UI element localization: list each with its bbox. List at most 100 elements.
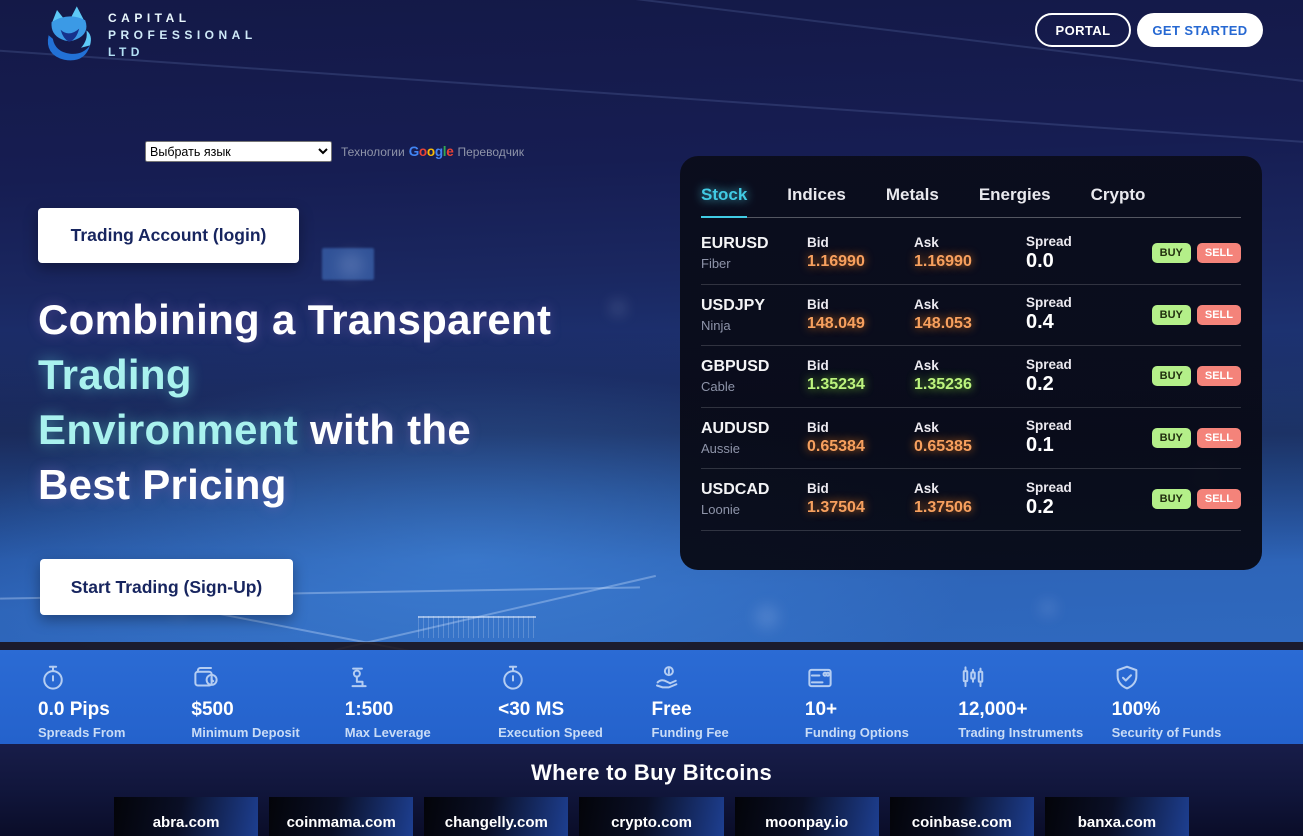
buy-button[interactable]: BUY [1151, 489, 1191, 510]
stat-item: 100% Security of Funds [1112, 663, 1265, 744]
sell-button[interactable]: SELL [1196, 427, 1241, 448]
spread-value: 0.0 [1026, 249, 1054, 272]
bitcoin-link-banxa-com[interactable]: banxa.com [1044, 797, 1189, 836]
buy-button[interactable]: BUY [1151, 366, 1191, 387]
powered-suffix: Переводчик [457, 144, 524, 159]
bitcoin-link-coinmama-com[interactable]: coinmama.com [269, 797, 414, 836]
bokeh-light [755, 605, 779, 629]
tab-energies[interactable]: Energies [978, 185, 1051, 204]
buy-bitcoins-title: Where to Buy Bitcoins [531, 760, 772, 785]
ask-label: Ask [914, 235, 939, 251]
logo-line: CAPITAL [108, 11, 191, 25]
portal-button[interactable]: PORTAL [1035, 13, 1131, 47]
trading-account-login-button[interactable]: Trading Account (login) [38, 208, 299, 263]
symbol-cell: EURUSD Fiber [701, 235, 807, 271]
buy-button[interactable]: BUY [1151, 427, 1191, 448]
google-translate-widget: Выбрать язык Технологии Google Переводчи… [145, 141, 524, 162]
powered-prefix: Технологии [341, 144, 405, 159]
symbol-name: GBPUSD [701, 358, 770, 376]
wallet-lock-icon [191, 663, 344, 695]
bitcoin-link-moonpay-io[interactable]: moonpay.io [734, 797, 879, 836]
quote-row: GBPUSD Cable Bid 1.35234 Ask 1.35236 Spr… [701, 346, 1241, 408]
quotes-table-body: EURUSD Fiber Bid 1.16990 Ask 1.16990 Spr… [701, 218, 1241, 531]
spread-label: Spread [1026, 418, 1072, 434]
ask-cell: Ask 148.053 [914, 297, 1026, 333]
stat-label: Max Leverage [344, 725, 431, 740]
spread-label: Spread [1026, 356, 1072, 372]
stat-value: Free [651, 699, 692, 720]
bokeh-light [338, 252, 364, 278]
row-actions: BUY SELL [1151, 366, 1241, 387]
start-trading-signup-button[interactable]: Start Trading (Sign-Up) [40, 559, 293, 615]
bitcoin-link-abra-com[interactable]: abra.com [114, 797, 259, 836]
heading-line3-cyan: Environment [38, 406, 298, 453]
buy-bitcoins-section: Where to Buy Bitcoins abra.com coinmama.c… [0, 744, 1303, 836]
stat-label: Trading Instruments [958, 725, 1084, 740]
sell-button[interactable]: SELL [1196, 489, 1241, 510]
tab-indices[interactable]: Indices [787, 185, 846, 204]
language-select[interactable]: Выбрать язык [145, 141, 332, 162]
spread-label: Spread [1026, 479, 1072, 495]
logo[interactable]: CAPITAL PROFESSIONAL LTD [36, 4, 257, 69]
stats-bar: 0.0 Pips Spreads From $500 Minimum Depos… [0, 650, 1303, 744]
bid-cell: Bid 148.049 [807, 297, 914, 333]
bitcoin-link-changelly-com[interactable]: changelly.com [424, 797, 569, 836]
symbol-cell: USDCAD Loonie [701, 481, 807, 517]
ask-value: 148.053 [914, 314, 972, 332]
stat-item: Free Funding Fee [652, 663, 805, 744]
leverage-icon [345, 663, 498, 695]
bid-value: 148.049 [807, 314, 865, 332]
bitcoin-link-crypto-com[interactable]: crypto.com [579, 797, 724, 836]
symbol-nickname: Fiber [701, 256, 731, 272]
stat-value: 100% [1111, 699, 1161, 720]
market-quotes-widget: Stock Indices Metals Energies Crypto EURUSD … [680, 156, 1262, 570]
ask-label: Ask [914, 296, 939, 312]
quote-row: EURUSD Fiber Bid 1.16990 Ask 1.16990 Spr… [701, 223, 1241, 285]
spread-cell: Spread 0.0 [1026, 234, 1121, 273]
tab-crypto[interactable]: Crypto [1090, 185, 1146, 204]
stat-value: 0.0 Pips [38, 699, 110, 720]
sell-button[interactable]: SELL [1196, 243, 1241, 264]
stat-item: $500 Minimum Deposit [191, 663, 344, 744]
google-logo-text: Google [408, 144, 454, 159]
symbol-name: USDJPY [701, 296, 766, 314]
row-actions: BUY SELL [1151, 304, 1241, 325]
quote-row: USDJPY Ninja Bid 148.049 Ask 148.053 Spr… [701, 285, 1241, 346]
bid-cell: Bid 1.35234 [807, 358, 914, 394]
bid-value: 1.16990 [807, 253, 865, 271]
stat-item: 12,000+ Trading Instruments [958, 663, 1111, 744]
symbol-cell: USDJPY Ninja [701, 297, 807, 333]
tab-stock[interactable]: Stock [701, 185, 748, 218]
candlestick-chart-icon [958, 663, 1111, 695]
ask-value: 1.16990 [914, 253, 972, 271]
logo-line: PROFESSIONAL [108, 28, 257, 42]
bitcoin-link-coinbase-com[interactable]: coinbase.com [889, 797, 1034, 836]
spread-label: Spread [1026, 233, 1072, 249]
stat-value: 1:500 [344, 699, 394, 720]
scoreboard-blur [322, 248, 374, 280]
stopwatch-icon [38, 663, 191, 695]
stat-label: Minimum Deposit [191, 725, 300, 740]
sell-button[interactable]: SELL [1196, 366, 1241, 387]
spread-cell: Spread 0.2 [1026, 357, 1121, 396]
bokeh-light [610, 300, 626, 316]
tab-metals[interactable]: Metals [885, 185, 939, 204]
stat-item: 10+ Funding Options [805, 663, 958, 744]
ask-cell: Ask 1.35236 [914, 358, 1026, 394]
bid-value: 1.35234 [807, 376, 865, 394]
spread-cell: Spread 0.4 [1026, 295, 1121, 334]
symbol-name: USDCAD [701, 481, 770, 499]
hero-section: CAPITAL PROFESSIONAL LTD PORTAL GET STAR… [0, 0, 1303, 650]
buy-button[interactable]: BUY [1151, 304, 1191, 325]
get-started-button[interactable]: GET STARTED [1137, 13, 1263, 47]
spread-cell: Spread 0.1 [1026, 418, 1121, 457]
sell-button[interactable]: SELL [1196, 304, 1241, 325]
heading-line2: Trading [38, 351, 192, 398]
heading-line3-rest: with the [298, 406, 472, 453]
heading-line4: Best Pricing [38, 461, 287, 508]
buy-button[interactable]: BUY [1151, 243, 1191, 264]
ask-label: Ask [914, 419, 939, 435]
bid-label: Bid [807, 235, 829, 251]
symbol-name: EURUSD [701, 235, 769, 253]
ask-cell: Ask 0.65385 [914, 420, 1026, 456]
